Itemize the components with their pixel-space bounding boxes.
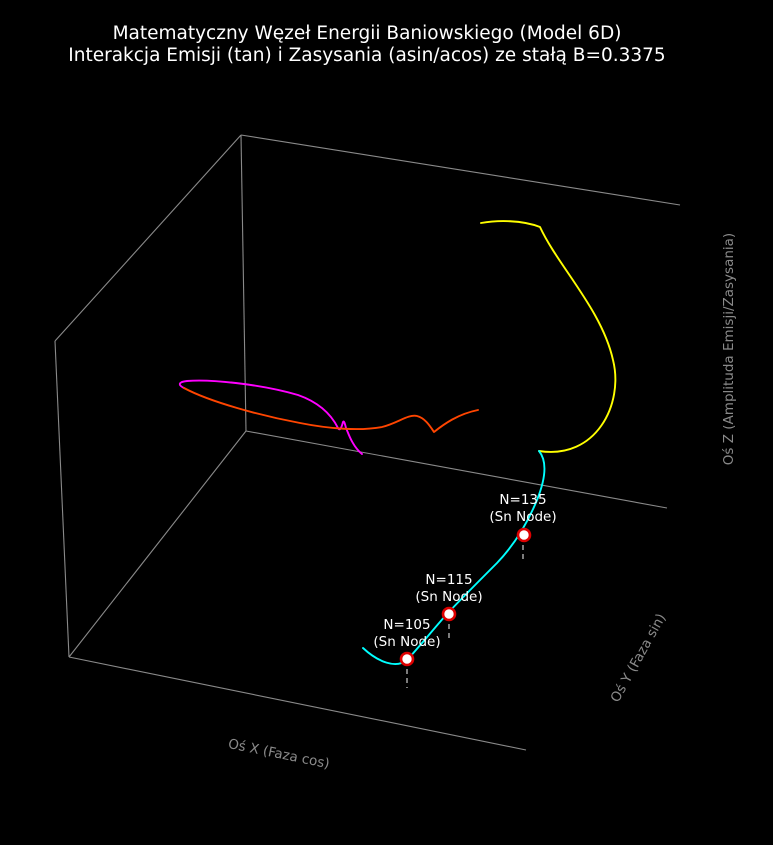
sn-node-135-marker bbox=[516, 527, 532, 543]
chart-title-line-2: Interakcja Emisji (tan) i Zasysania (asi… bbox=[68, 45, 665, 66]
sn-node-105-marker bbox=[399, 651, 415, 667]
box-edge-top-left bbox=[54, 134, 242, 342]
z-axis-label: Oś Z (Amplituda Emisji/Zasysania) bbox=[721, 233, 737, 465]
chart-title-line-1: Matematyczny Węzeł Energii Baniowskiego … bbox=[113, 23, 622, 44]
sn-node-markers: N=105 (Sn Node) N=115 (Sn Node) N=135 (S… bbox=[373, 492, 557, 688]
sn-node-115-sublabel: (Sn Node) bbox=[415, 589, 482, 605]
box-edge-front-vertical bbox=[54, 340, 70, 658]
sn-node-105-label: N=105 bbox=[383, 617, 430, 633]
sn-node-135: N=135 (Sn Node) bbox=[489, 492, 557, 563]
series-line-yellow bbox=[480, 220, 617, 453]
axis-box bbox=[54, 134, 681, 751]
series-line-orange bbox=[183, 387, 479, 433]
sn-node-135-sublabel: (Sn Node) bbox=[489, 509, 556, 525]
box-edge-top-back bbox=[240, 134, 681, 206]
sn-node-115-marker bbox=[441, 606, 457, 622]
box-edge-floor-left bbox=[68, 430, 247, 658]
box-edge-back-vertical bbox=[240, 134, 247, 432]
sn-node-115: N=115 (Sn Node) bbox=[415, 572, 483, 642]
sn-node-115-label: N=115 bbox=[425, 572, 472, 588]
sn-node-135-label: N=135 bbox=[499, 492, 546, 508]
sn-node-105-sublabel: (Sn Node) bbox=[373, 634, 440, 650]
box-edge-floor-front bbox=[68, 656, 527, 751]
box-edge-floor-back bbox=[245, 430, 668, 509]
series-line-magenta bbox=[178, 379, 363, 455]
sn-node-105: N=105 (Sn Node) bbox=[373, 617, 441, 688]
